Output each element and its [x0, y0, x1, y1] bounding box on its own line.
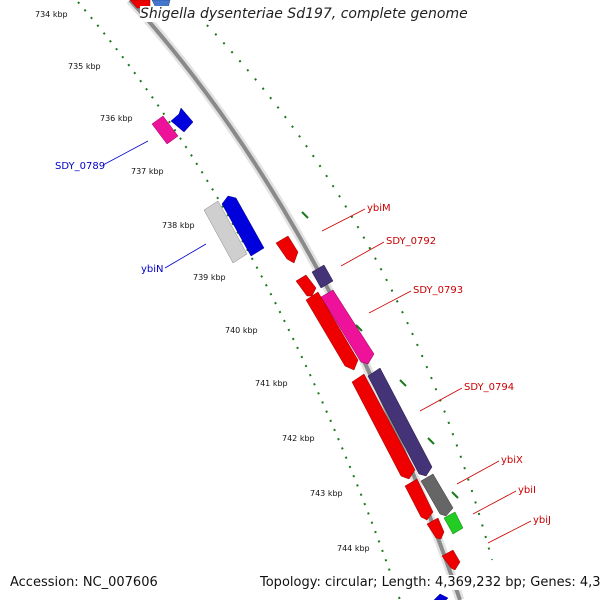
outer-track-guide: [189, 7, 493, 561]
tick-mark: [399, 379, 407, 387]
leader-line: [164, 243, 207, 269]
leader-line: [102, 140, 149, 166]
tick-mark: [427, 437, 435, 445]
scale-label: 740 kbp: [225, 326, 258, 335]
gene-label-ybin[interactable]: ybiN: [141, 264, 164, 275]
leader-line: [321, 208, 366, 232]
accession-text: Accession: NC_007606: [10, 575, 158, 590]
leader-line: [487, 520, 532, 544]
gene-arrow-sdy-0793[interactable]: [320, 289, 375, 365]
gene-label-ybix[interactable]: ybiX: [501, 455, 523, 466]
scale-label: 736 kbp: [100, 114, 133, 123]
genome-summary-text: Topology: circular; Length: 4,369,232 bp…: [260, 575, 600, 590]
inner-track-guide: [77, 1, 401, 600]
tick-mark: [355, 324, 363, 332]
gene-label-sdy-0792[interactable]: SDY_0792: [386, 236, 436, 247]
gene-labels: SDY_0789 ybiN ybiM SDY_0792 SDY_0793 SDY…: [55, 161, 551, 526]
scale-label: 743 kbp: [310, 489, 343, 498]
scale-label: 741 kbp: [255, 379, 288, 388]
gene-label-ybii[interactable]: ybiI: [518, 485, 536, 496]
gene-arrow[interactable]: [305, 291, 359, 371]
gene-label-ybim[interactable]: ybiM: [367, 203, 391, 214]
map-title: Shigella dysenteriae Sd197, complete gen…: [140, 6, 468, 22]
leader-line: [368, 290, 412, 314]
leader-line: [456, 460, 500, 485]
gene-arrow-ybim[interactable]: [275, 235, 299, 264]
gene-arrow-sdy-0789[interactable]: [151, 115, 179, 145]
tick-mark: [451, 491, 459, 499]
gene-arrow[interactable]: [426, 517, 445, 540]
scale-label: 742 kbp: [282, 434, 315, 443]
gene-arrow-ybix[interactable]: [420, 473, 454, 517]
gene-arrow[interactable]: [221, 195, 265, 257]
leader-line: [419, 387, 463, 412]
scale-label: 739 kbp: [193, 273, 226, 282]
leader-line: [340, 241, 385, 267]
scale-label: 738 kbp: [162, 221, 195, 230]
gene-arrow-sdy-0794[interactable]: [367, 367, 433, 477]
gene-arrow-sdy-0792[interactable]: [311, 264, 334, 289]
scale-label: 737 kbp: [131, 167, 164, 176]
gene-arrow-ybii[interactable]: [443, 511, 464, 535]
forward-strand-genes: [275, 235, 464, 600]
tick-mark: [301, 211, 309, 219]
gene-label-sdy-0793[interactable]: SDY_0793: [413, 285, 463, 296]
reverse-strand-genes: [129, 0, 265, 264]
leader-lines: [102, 140, 532, 544]
gene-arrow[interactable]: [170, 107, 194, 133]
scale-label: 744 kbp: [337, 544, 370, 553]
leader-line: [472, 490, 517, 515]
gene-arrow[interactable]: [433, 593, 449, 600]
scale-label: 735 kbp: [68, 62, 101, 71]
genome-backbone-core: [128, 0, 462, 600]
gene-arrow[interactable]: [351, 373, 416, 480]
gene-arrow-ybij[interactable]: [441, 549, 461, 571]
gene-label-ybij[interactable]: ybiJ: [533, 515, 551, 526]
gene-label-sdy-0794[interactable]: SDY_0794: [464, 382, 514, 393]
gene-arrow[interactable]: [295, 274, 317, 297]
gene-arrow-ybin[interactable]: [203, 200, 248, 264]
gene-label-sdy-0789[interactable]: SDY_0789: [55, 161, 105, 172]
gene-arrow[interactable]: [404, 478, 434, 521]
scale-label: 734 kbp: [35, 10, 68, 19]
genome-backbone: [126, 0, 465, 600]
scale-labels: 734 kbp 735 kbp 736 kbp 737 kbp 738 kbp …: [35, 10, 370, 553]
